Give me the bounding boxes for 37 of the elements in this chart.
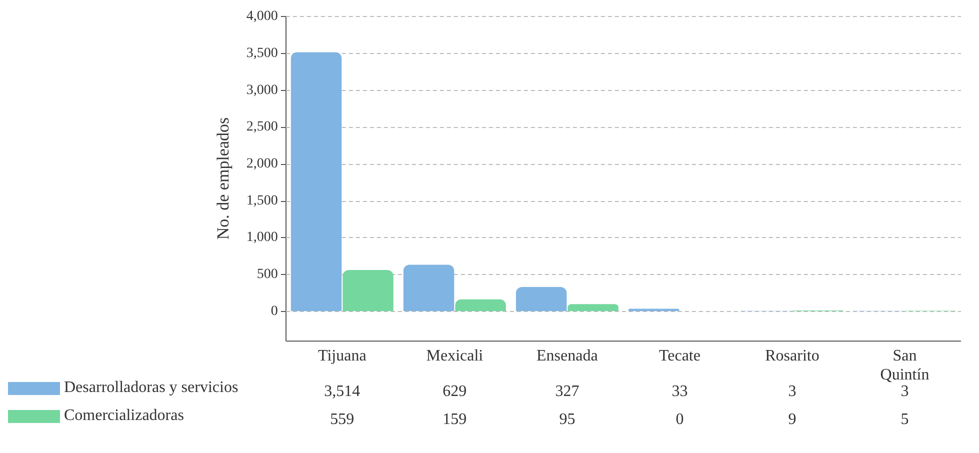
data-label: 5 — [900, 411, 909, 428]
y-tick-label: 4,000 — [246, 9, 278, 24]
x-tick-label: Ensenada — [536, 347, 598, 364]
y-axis-title: No. de empleados — [214, 117, 233, 240]
data-label: 0 — [676, 411, 684, 428]
x-tick-label: Tecate — [658, 347, 700, 364]
y-tick-label: 3,000 — [246, 82, 278, 98]
bar — [342, 270, 394, 312]
y-tick-label: 3,500 — [246, 46, 278, 61]
bar — [290, 52, 342, 312]
x-tick-label: Rosarito — [765, 347, 820, 364]
data-label: 159 — [442, 411, 467, 428]
data-label: 327 — [555, 383, 580, 400]
y-tick-label: 1,000 — [246, 230, 278, 246]
bar — [568, 304, 618, 312]
legend-label: Desarrolladoras y servicios — [64, 379, 238, 396]
x-tick-label: Tijuana — [318, 347, 366, 364]
y-tick-label: 2,500 — [246, 120, 278, 135]
x-tick-label: Mexicali — [426, 347, 484, 364]
data-label: 629 — [442, 383, 467, 400]
data-label: 33 — [672, 383, 688, 400]
data-label: 9 — [788, 411, 796, 428]
bar — [628, 308, 680, 312]
data-label: 3 — [788, 383, 796, 400]
data-label: 3 — [900, 383, 909, 400]
y-tick-label: 0 — [270, 304, 278, 319]
x-tick-label: San Quintín — [880, 347, 930, 384]
data-label: 95 — [559, 411, 576, 428]
y-tick-label: 500 — [256, 266, 278, 282]
data-label: 559 — [330, 411, 354, 428]
legend-label: Comercializadoras — [64, 407, 184, 424]
bar — [516, 287, 567, 312]
y-tick-label: 1,500 — [246, 193, 278, 208]
data-label: 3,514 — [324, 383, 360, 400]
bar — [455, 299, 506, 312]
y-tick-label: 2,000 — [246, 156, 278, 172]
bar — [403, 264, 454, 312]
